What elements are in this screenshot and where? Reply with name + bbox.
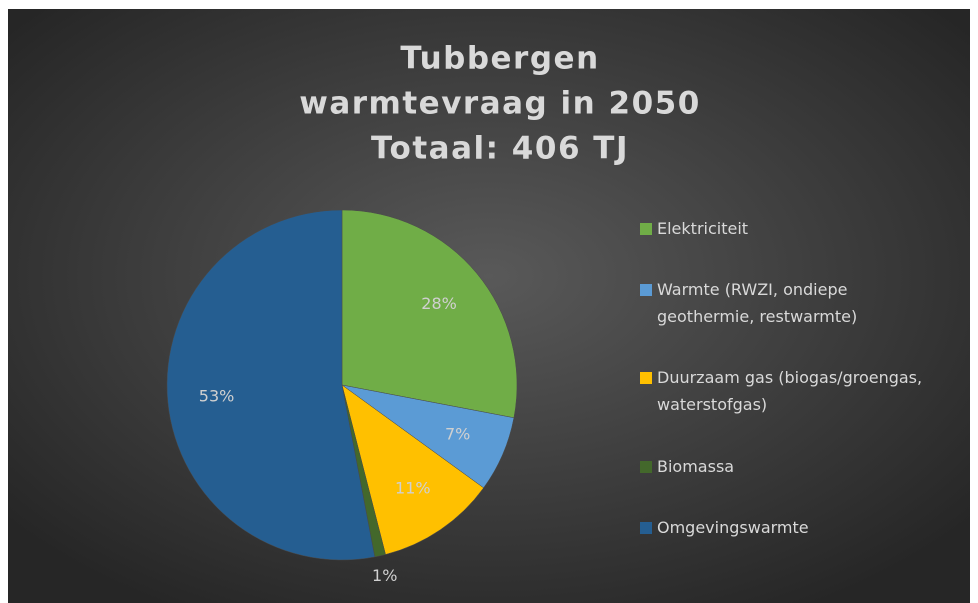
legend-label: Omgevingswarmte bbox=[657, 517, 809, 537]
legend-item: Warmte (RWZI, ondiepe geothermie, restwa… bbox=[638, 276, 927, 330]
legend: Elektriciteit Warmte (RWZI, ondiepe geoth… bbox=[638, 198, 938, 558]
legend-swatch bbox=[640, 521, 652, 534]
data-label: 53% bbox=[199, 386, 235, 405]
legend-item: Biomassa bbox=[638, 453, 927, 480]
legend-item: Omgevingswarmte bbox=[638, 514, 927, 541]
chart-title: Totaal: 406 TJ bbox=[371, 131, 629, 167]
legend-swatch bbox=[640, 372, 652, 385]
data-label: 7% bbox=[445, 425, 470, 444]
legend-label: Duurzaam gas (biogas/groengas, waterstof… bbox=[657, 368, 923, 415]
data-label: 11% bbox=[395, 479, 431, 498]
legend-label: Biomassa bbox=[657, 456, 735, 476]
legend-item: Duurzaam gas (biogas/groengas, waterstof… bbox=[638, 364, 927, 418]
data-label: 1% bbox=[372, 566, 397, 585]
legend-label: Warmte (RWZI, ondiepe geothermie, restwa… bbox=[657, 280, 858, 327]
data-label: 28% bbox=[421, 294, 457, 313]
legend-item: Elektriciteit bbox=[638, 215, 927, 242]
chart-title: Tubbergen bbox=[400, 41, 599, 77]
chart-title: warmtevraag in 2050 bbox=[299, 86, 701, 122]
legend-swatch bbox=[640, 223, 652, 236]
legend-swatch bbox=[640, 284, 652, 297]
pie-slice bbox=[341, 384, 484, 555]
legend-label: Elektriciteit bbox=[657, 219, 749, 239]
pie-slice bbox=[166, 209, 376, 561]
legend-swatch bbox=[640, 460, 652, 473]
pie-slice bbox=[341, 209, 518, 419]
